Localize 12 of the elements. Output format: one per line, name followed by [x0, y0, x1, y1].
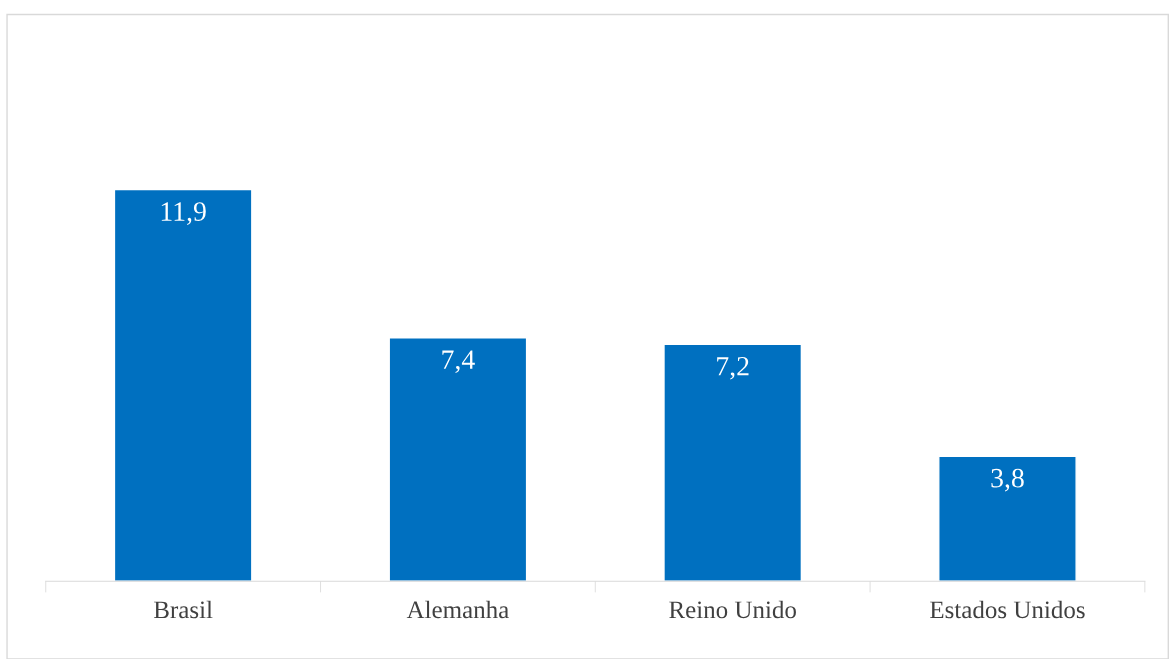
data-label: 3,8: [991, 468, 1024, 492]
x-tick-label: Estados Unidos: [930, 600, 1085, 619]
data-label: 7,4: [442, 350, 475, 374]
x-tick-label: Alemanha: [406, 600, 509, 619]
x-tick-label: Reino Unido: [669, 600, 796, 619]
x-tick-label: Brasil: [153, 600, 213, 619]
bar: [388, 337, 528, 582]
data-label: 7,2: [717, 356, 749, 380]
bar: [113, 188, 253, 582]
bar: [938, 455, 1077, 582]
bar: [663, 343, 803, 582]
data-label: 11,9: [161, 202, 206, 225]
